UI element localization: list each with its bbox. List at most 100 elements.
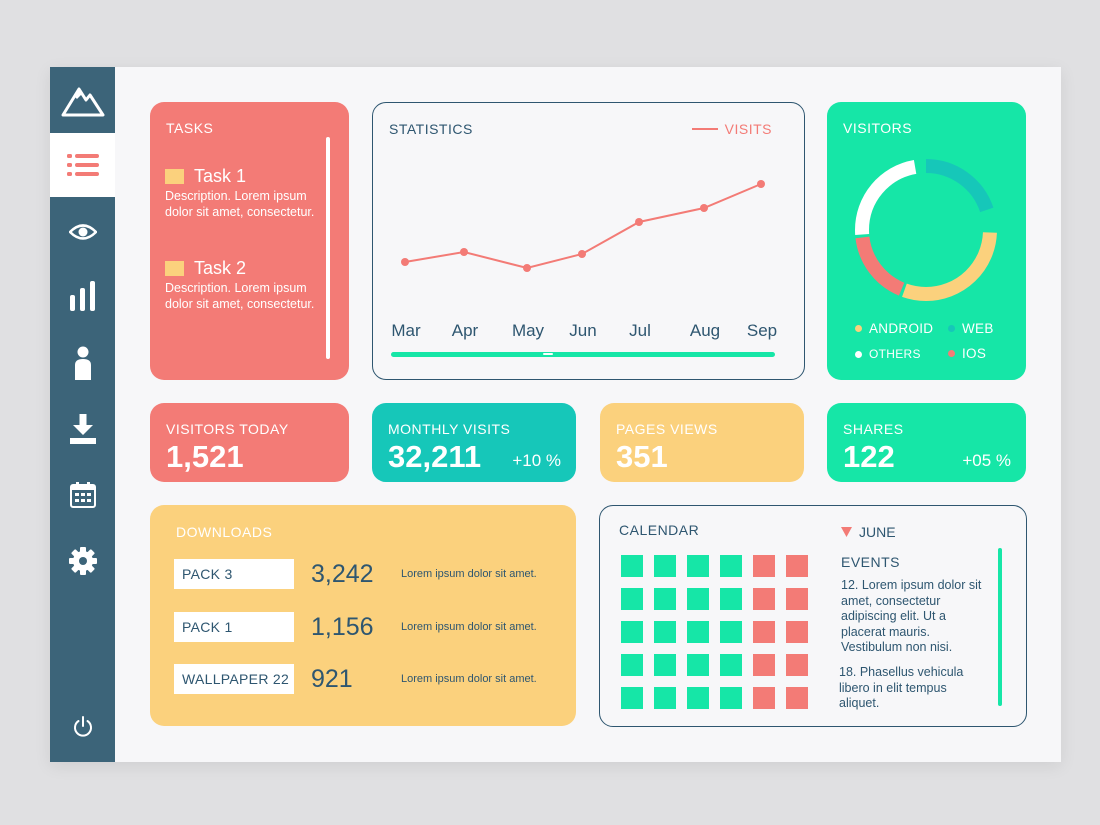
data-point[interactable] bbox=[699, 203, 708, 212]
x-tick-label: Jun bbox=[569, 321, 597, 340]
event-item[interactable]: 12. Lorem ipsum dolor sit amet, consecte… bbox=[841, 578, 982, 654]
task-2[interactable]: Task 2 bbox=[165, 258, 246, 279]
calendar-month: JUNE bbox=[859, 524, 896, 540]
calendar-day[interactable] bbox=[687, 687, 709, 709]
legend-label: WEB bbox=[962, 321, 994, 336]
scrollbar-thumb[interactable] bbox=[543, 353, 553, 355]
visitors-title: VISITORS bbox=[843, 120, 913, 136]
x-tick-label: Jul bbox=[629, 321, 651, 340]
calendar-day[interactable] bbox=[687, 555, 709, 577]
calendar-day[interactable] bbox=[654, 654, 676, 676]
visitors-donut-chart bbox=[855, 159, 997, 301]
statistics-title: STATISTICS bbox=[389, 121, 473, 137]
calendar-day[interactable] bbox=[687, 621, 709, 643]
calendar-title: CALENDAR bbox=[619, 522, 700, 538]
download-row[interactable]: WALLPAPER 22 921 Lorem ipsum dolor sit a… bbox=[174, 664, 537, 694]
downloads-card: DOWNLOADS PACK 3 3,242 Lorem ipsum dolor… bbox=[150, 505, 576, 726]
calendar-card: CALENDAR JUNE EVENTS 12. Lorem ipsum dol… bbox=[599, 505, 1027, 727]
eye-icon[interactable] bbox=[50, 200, 115, 264]
calendar-day[interactable] bbox=[753, 621, 775, 643]
task-marker bbox=[165, 261, 184, 276]
calendar-day[interactable] bbox=[720, 654, 742, 676]
visits-line-chart bbox=[400, 179, 765, 272]
calendar-day[interactable] bbox=[786, 654, 808, 676]
download-icon[interactable] bbox=[50, 397, 115, 461]
calendar-day[interactable] bbox=[621, 687, 643, 709]
calendar-day[interactable] bbox=[786, 687, 808, 709]
stat-change: +10 % bbox=[512, 451, 561, 470]
list-icon[interactable] bbox=[50, 133, 115, 197]
calendar-day[interactable] bbox=[687, 654, 709, 676]
gear-icon[interactable] bbox=[50, 529, 115, 593]
task-title: Task 2 bbox=[194, 258, 247, 278]
download-description: Lorem ipsum dolor sit amet. bbox=[401, 568, 537, 580]
stat-label: PAGES VIEWS bbox=[616, 421, 718, 437]
data-point[interactable] bbox=[756, 179, 765, 188]
stat-value: 32,211 bbox=[388, 439, 482, 474]
dashboard-frame: TASKS Task 1 Description. Lorem ipsum do… bbox=[50, 67, 1061, 762]
others-dot bbox=[855, 350, 862, 358]
legend-label: OTHERS bbox=[869, 347, 921, 361]
tasks-card: TASKS Task 1 Description. Lorem ipsum do… bbox=[150, 102, 349, 380]
events-title: EVENTS bbox=[841, 554, 901, 570]
mountain-icon[interactable] bbox=[50, 67, 115, 133]
calendar-day[interactable] bbox=[654, 588, 676, 610]
calendar-day[interactable] bbox=[621, 555, 643, 577]
stat-label: MONTHLY VISITS bbox=[388, 421, 511, 437]
data-point[interactable] bbox=[577, 249, 586, 258]
download-name: PACK 3 bbox=[174, 559, 294, 589]
data-point[interactable] bbox=[459, 247, 468, 256]
calendar-day[interactable] bbox=[687, 588, 709, 610]
data-point[interactable] bbox=[522, 263, 531, 272]
task-description: Description. Lorem ipsum dolor sit amet,… bbox=[165, 281, 315, 311]
calendar-day[interactable] bbox=[753, 555, 775, 577]
calendar-day[interactable] bbox=[786, 555, 808, 577]
calendar-day[interactable] bbox=[753, 588, 775, 610]
stat-value: 1,521 bbox=[166, 439, 244, 474]
download-count: 1,156 bbox=[311, 612, 374, 641]
calendar-day[interactable] bbox=[786, 621, 808, 643]
calendar-day[interactable] bbox=[753, 654, 775, 676]
month-selector[interactable]: JUNE bbox=[841, 524, 896, 540]
data-point[interactable] bbox=[634, 217, 643, 226]
stat-value: 122 bbox=[843, 439, 895, 474]
calendar-day[interactable] bbox=[720, 687, 742, 709]
downloads-title: DOWNLOADS bbox=[176, 524, 273, 540]
user-icon[interactable] bbox=[50, 331, 115, 395]
download-row[interactable]: PACK 3 3,242 Lorem ipsum dolor sit amet. bbox=[174, 559, 537, 589]
visitors-card: VISITORS ANDROID WEB OTHERS IOS bbox=[827, 102, 1026, 380]
calendar-day[interactable] bbox=[654, 555, 676, 577]
visitors-today-card: VISITORS TODAY 1,521 bbox=[150, 403, 349, 482]
calendar-day[interactable] bbox=[654, 687, 676, 709]
stat-value: 351 bbox=[616, 439, 668, 474]
calendar-day[interactable] bbox=[621, 654, 643, 676]
power-icon[interactable] bbox=[50, 695, 115, 759]
calendar-day[interactable] bbox=[720, 555, 742, 577]
task-description: Description. Lorem ipsum dolor sit amet,… bbox=[165, 189, 315, 219]
chart-scrollbar[interactable] bbox=[391, 352, 775, 357]
events-scrollbar[interactable] bbox=[998, 548, 1002, 706]
calendar-day[interactable] bbox=[753, 687, 775, 709]
calendar-day[interactable] bbox=[621, 588, 643, 610]
legend-label: ANDROID bbox=[869, 321, 934, 336]
web-dot bbox=[948, 325, 955, 332]
bar-chart-icon[interactable] bbox=[50, 264, 115, 328]
calendar-day[interactable] bbox=[720, 588, 742, 610]
calendar-day[interactable] bbox=[786, 588, 808, 610]
legend-android: ANDROID bbox=[855, 321, 933, 336]
calendar-icon[interactable] bbox=[50, 463, 115, 527]
task-1[interactable]: Task 1 bbox=[165, 166, 246, 187]
data-point[interactable] bbox=[400, 257, 409, 266]
tasks-scrollbar[interactable] bbox=[326, 137, 330, 359]
download-description: Lorem ipsum dolor sit amet. bbox=[401, 673, 537, 685]
event-item[interactable]: 18. Phasellus vehicula libero in elit te… bbox=[839, 665, 964, 710]
download-name: WALLPAPER 22 bbox=[174, 664, 294, 694]
calendar-day[interactable] bbox=[654, 621, 676, 643]
legend-label: VISITS bbox=[724, 121, 772, 137]
calendar-day[interactable] bbox=[621, 621, 643, 643]
statistics-legend: VISITS bbox=[691, 121, 772, 137]
task-title: Task 1 bbox=[194, 166, 247, 186]
shares-card: SHARES 122 +05 % bbox=[827, 403, 1026, 482]
download-row[interactable]: PACK 1 1,156 Lorem ipsum dolor sit amet. bbox=[174, 612, 537, 642]
calendar-day[interactable] bbox=[720, 621, 742, 643]
